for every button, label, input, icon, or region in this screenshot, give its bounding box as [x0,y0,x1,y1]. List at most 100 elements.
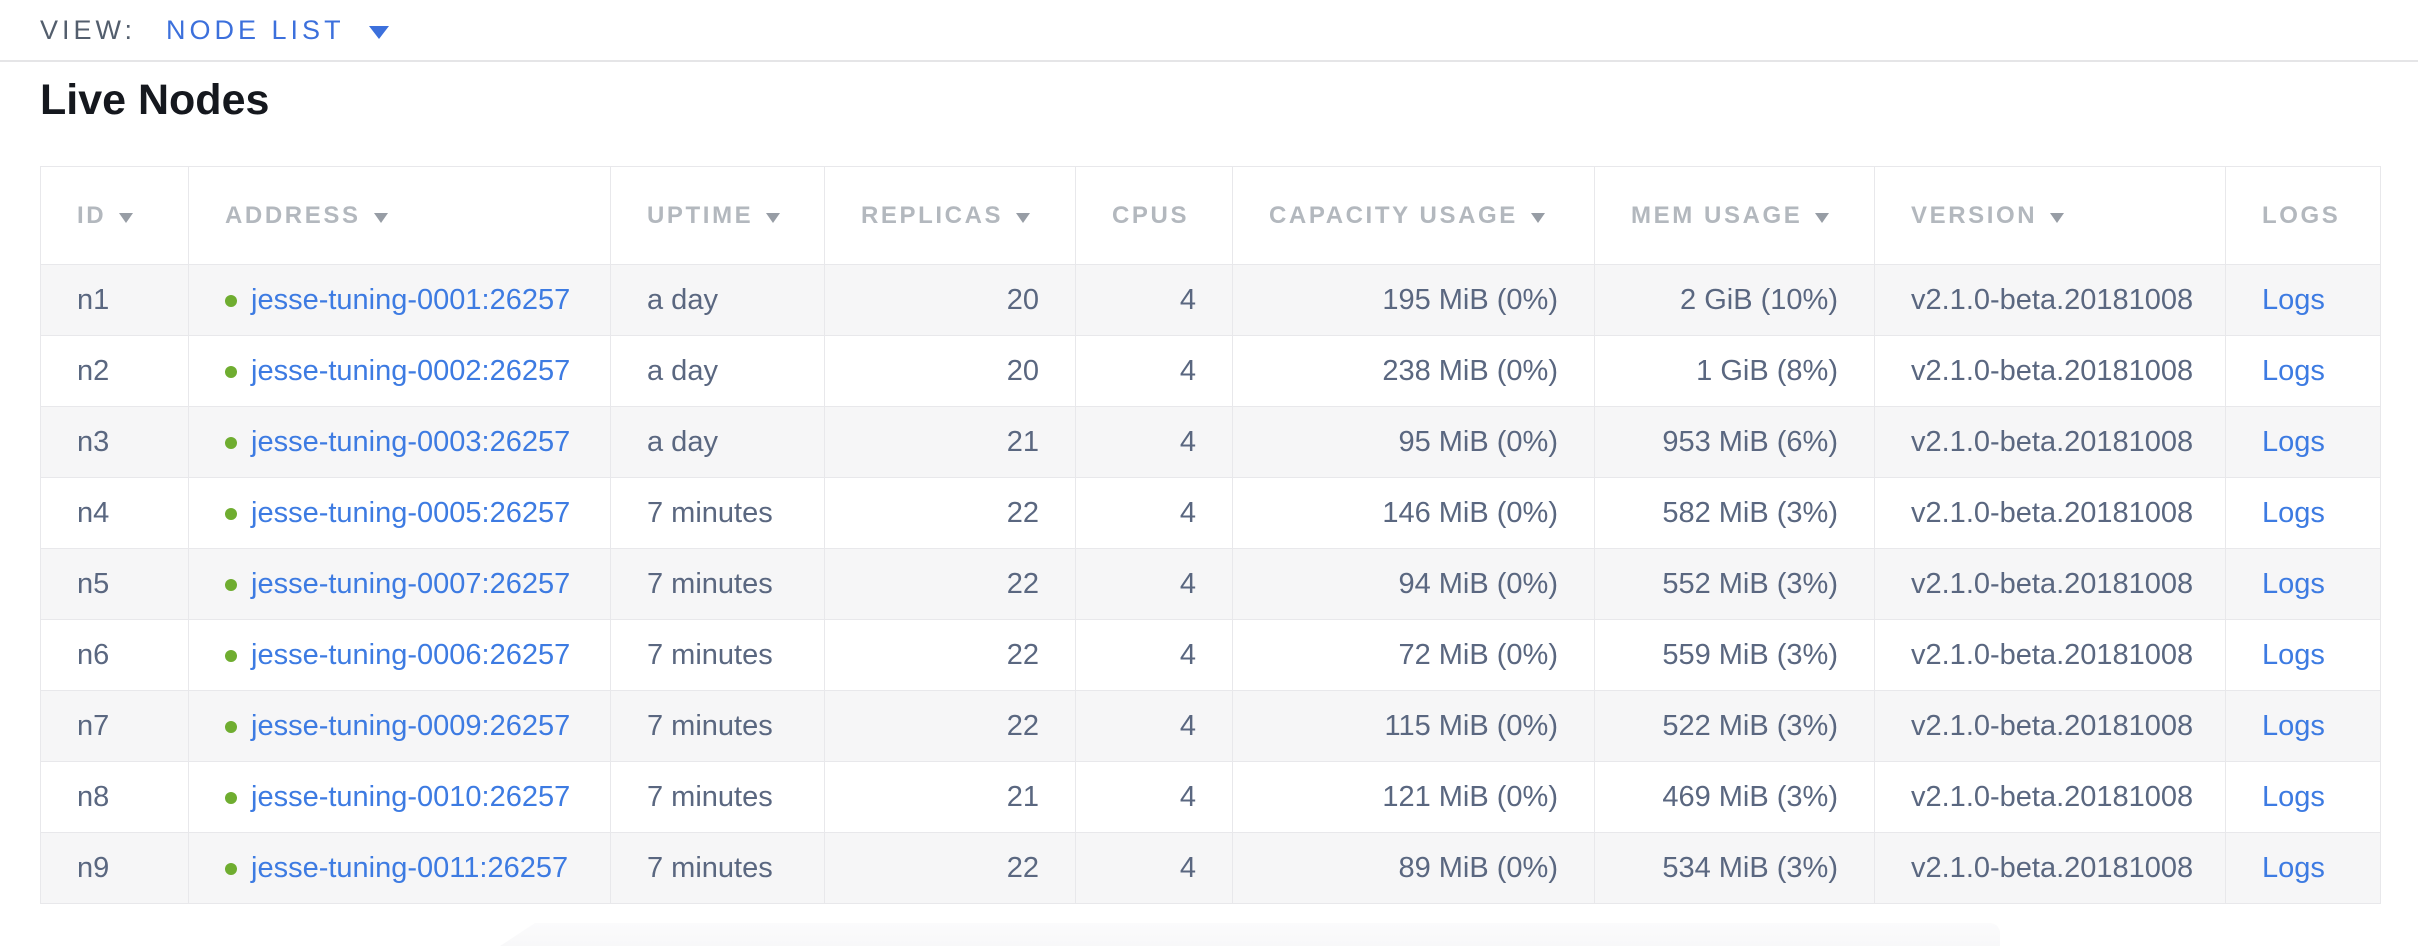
node-replicas-cell: 20 [824,335,1076,407]
node-address-cell: jesse-tuning-0005:26257 [188,477,611,549]
node-uptime-cell: 7 minutes [610,832,825,904]
column-header-cpus: CPUS [1075,166,1233,265]
node-cpus-cell: 4 [1075,548,1233,620]
column-header-id[interactable]: ID [40,166,189,265]
node-id-cell: n5 [40,548,189,620]
node-cpus-cell: 4 [1075,335,1233,407]
table-row: n8 jesse-tuning-0010:26257 7 minutes 21 4 121… [40,761,2381,833]
node-address-link[interactable]: jesse-tuning-0003:26257 [251,425,571,458]
node-cpus-cell: 4 [1075,477,1233,549]
node-version-cell: v2.1.0-beta.20181008 [1874,690,2226,762]
node-address-link[interactable]: jesse-tuning-0011:26257 [251,851,569,884]
node-live-status-icon [225,720,237,733]
view-selector[interactable]: NODE LIST [166,15,389,46]
logs-link[interactable]: Logs [2262,780,2325,813]
node-capacity-usage-cell: 238 MiB (0%) [1232,335,1595,407]
node-version-cell: v2.1.0-beta.20181008 [1874,548,2226,620]
node-logs-cell: Logs [2225,619,2381,691]
node-address-link[interactable]: jesse-tuning-0009:26257 [251,709,571,742]
node-version-cell: v2.1.0-beta.20181008 [1874,477,2226,549]
logs-link[interactable]: Logs [2262,496,2325,529]
node-mem-usage-cell: 953 MiB (6%) [1594,406,1875,478]
node-live-status-icon [225,365,237,378]
node-address-cell: jesse-tuning-0001:26257 [188,264,611,336]
column-header-label: ADDRESS [225,201,361,229]
node-address-cell: jesse-tuning-0003:26257 [188,406,611,478]
node-address-link[interactable]: jesse-tuning-0010:26257 [251,780,571,813]
node-logs-cell: Logs [2225,264,2381,336]
sort-desc-icon [373,212,388,223]
node-uptime-cell: 7 minutes [610,548,825,620]
node-replicas-cell: 22 [824,477,1076,549]
node-address-cell: jesse-tuning-0006:26257 [188,619,611,691]
node-uptime-cell: 7 minutes [610,761,825,833]
column-header-label: CPUS [1112,201,1190,229]
node-cpus-cell: 4 [1075,761,1233,833]
table-row: n5 jesse-tuning-0007:26257 7 minutes 22 4 94 … [40,548,2381,620]
node-uptime-cell: 7 minutes [610,619,825,691]
logs-link[interactable]: Logs [2262,354,2325,387]
node-id-cell: n4 [40,477,189,549]
node-mem-usage-cell: 582 MiB (3%) [1594,477,1875,549]
node-logs-cell: Logs [2225,832,2381,904]
table-row: n3 jesse-tuning-0003:26257 a day 21 4 95 MiB … [40,406,2381,478]
column-header-label: VERSION [1911,201,2038,229]
logs-link[interactable]: Logs [2262,638,2325,671]
column-header-logs: LOGS [2225,166,2381,265]
node-logs-cell: Logs [2225,335,2381,407]
node-address-link[interactable]: jesse-tuning-0005:26257 [251,496,571,529]
node-mem-usage-cell: 2 GiB (10%) [1594,264,1875,336]
node-address-link[interactable]: jesse-tuning-0006:26257 [251,638,571,671]
node-mem-usage-cell: 469 MiB (3%) [1594,761,1875,833]
column-header-version[interactable]: VERSION [1874,166,2226,265]
chevron-down-icon [368,25,389,39]
column-header-uptime[interactable]: UPTIME [610,166,825,265]
node-capacity-usage-cell: 72 MiB (0%) [1232,619,1595,691]
node-live-status-icon [225,862,237,875]
node-uptime-cell: 7 minutes [610,477,825,549]
node-replicas-cell: 20 [824,264,1076,336]
table-header-row: ID ADDRESS UPTIME REPLICAS CPUS CAPACITY USAG… [40,166,2381,265]
node-capacity-usage-cell: 89 MiB (0%) [1232,832,1595,904]
logs-link[interactable]: Logs [2262,567,2325,600]
node-replicas-cell: 22 [824,690,1076,762]
sort-desc-icon [2050,212,2065,223]
node-replicas-cell: 21 [824,406,1076,478]
node-logs-cell: Logs [2225,690,2381,762]
node-capacity-usage-cell: 146 MiB (0%) [1232,477,1595,549]
node-replicas-cell: 22 [824,548,1076,620]
node-address-cell: jesse-tuning-0009:26257 [188,690,611,762]
column-header-mem_usage[interactable]: MEM USAGE [1594,166,1875,265]
page-title: Live Nodes [40,76,270,124]
table-row: n6 jesse-tuning-0006:26257 7 minutes 22 4 72 … [40,619,2381,691]
column-header-label: ID [77,201,107,229]
node-logs-cell: Logs [2225,761,2381,833]
node-uptime-cell: a day [610,264,825,336]
node-address-cell: jesse-tuning-0010:26257 [188,761,611,833]
node-replicas-cell: 22 [824,619,1076,691]
table-row: n2 jesse-tuning-0002:26257 a day 20 4 238 MiB… [40,335,2381,407]
node-capacity-usage-cell: 95 MiB (0%) [1232,406,1595,478]
logs-link[interactable]: Logs [2262,709,2325,742]
node-mem-usage-cell: 1 GiB (8%) [1594,335,1875,407]
node-address-link[interactable]: jesse-tuning-0007:26257 [251,567,571,600]
column-header-label: MEM USAGE [1631,201,1803,229]
node-capacity-usage-cell: 94 MiB (0%) [1232,548,1595,620]
node-logs-cell: Logs [2225,548,2381,620]
node-cpus-cell: 4 [1075,690,1233,762]
node-version-cell: v2.1.0-beta.20181008 [1874,264,2226,336]
node-id-cell: n8 [40,761,189,833]
node-id-cell: n1 [40,264,189,336]
column-header-replicas[interactable]: REPLICAS [824,166,1076,265]
column-header-capacity_usage[interactable]: CAPACITY USAGE [1232,166,1595,265]
logs-link[interactable]: Logs [2262,425,2325,458]
node-replicas-cell: 22 [824,832,1076,904]
node-address-link[interactable]: jesse-tuning-0002:26257 [251,354,571,387]
logs-link[interactable]: Logs [2262,851,2325,884]
node-address-link[interactable]: jesse-tuning-0001:26257 [251,283,571,316]
node-cpus-cell: 4 [1075,832,1233,904]
logs-link[interactable]: Logs [2262,283,2325,316]
column-header-address[interactable]: ADDRESS [188,166,611,265]
node-live-status-icon [225,294,237,307]
sort-desc-icon [119,212,134,223]
